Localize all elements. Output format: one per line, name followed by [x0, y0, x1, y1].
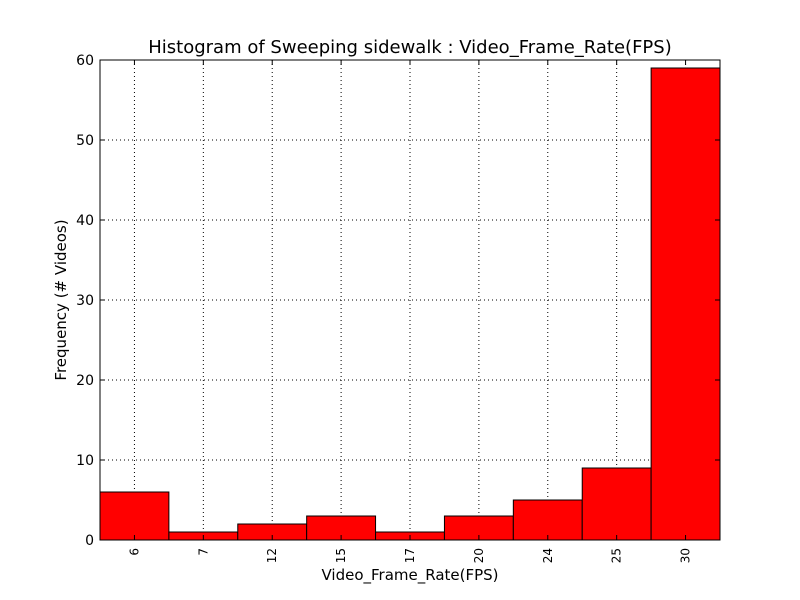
bar-24: [512, 499, 583, 541]
bar-30: [650, 67, 721, 541]
y-tick-label-60: 60: [76, 53, 94, 69]
y-tick-label-40: 40: [76, 213, 94, 229]
plot-area: 0 10 20 30 40 50 60 6 7 12 15 17 20 24 25 30: [76, 53, 721, 563]
bar-6: [99, 491, 170, 541]
bar-25: [581, 467, 652, 541]
x-axis-label: Video_Frame_Rate(FPS): [321, 566, 498, 585]
x-tick-label-20: 20: [472, 548, 486, 563]
chart-title: Histogram of Sweeping sidewalk : Video_F…: [148, 37, 671, 58]
x-tick-label-6: 6: [127, 548, 141, 556]
y-axis-label: Frequency (# Videos): [52, 219, 70, 380]
y-tick-label-50: 50: [76, 133, 94, 149]
x-tick-label-12: 12: [265, 548, 279, 563]
x-tick-label-24: 24: [541, 548, 555, 563]
x-tick-label-17: 17: [403, 548, 417, 563]
y-tick-label-30: 30: [76, 293, 94, 309]
x-tick-label-7: 7: [196, 548, 210, 556]
x-tick-label-15: 15: [334, 548, 348, 563]
x-tick-label-30: 30: [679, 548, 693, 563]
y-tick-label-0: 0: [85, 533, 94, 549]
y-tick-label-10: 10: [76, 453, 94, 469]
y-tick-label-20: 20: [76, 373, 94, 389]
x-tick-label-25: 25: [610, 548, 624, 563]
